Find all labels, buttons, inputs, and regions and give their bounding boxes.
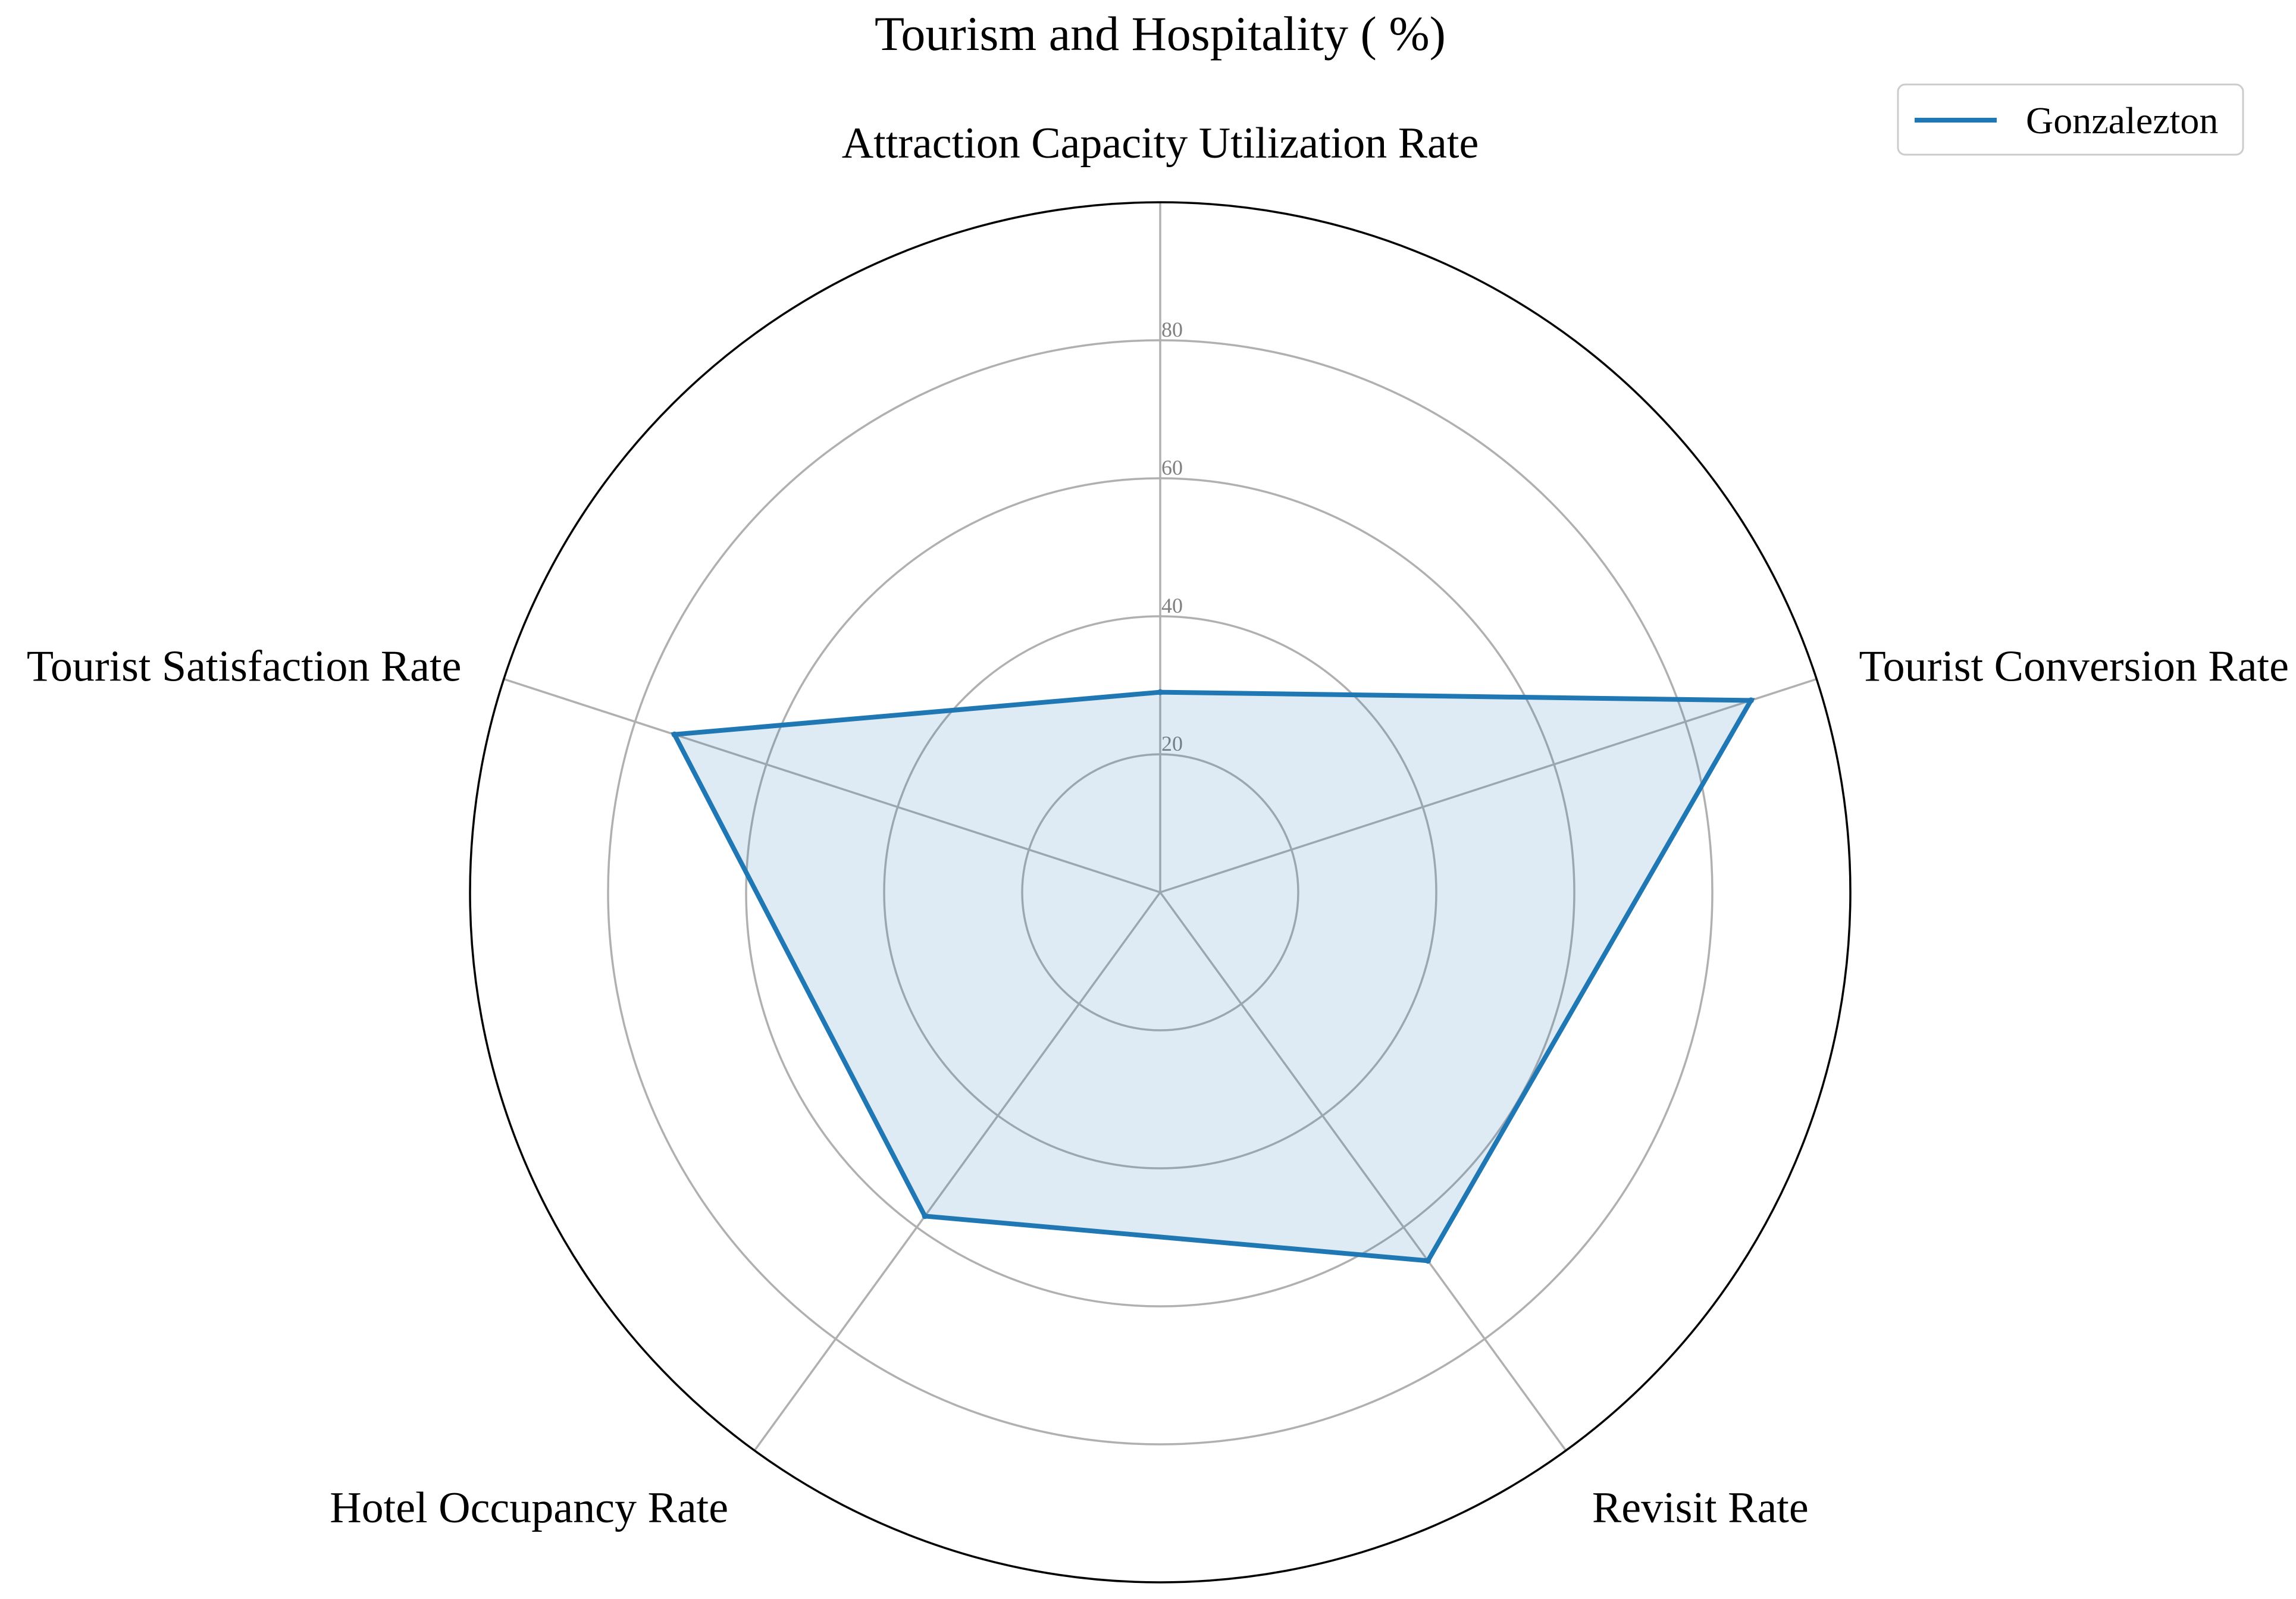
data-point-revisit-rate [1425, 1258, 1432, 1264]
spoke-tourist-satisfaction-rate [503, 678, 1161, 893]
radial-tick-label-40: 40 [1161, 594, 1183, 617]
series-fill-gonzalezton [674, 692, 1751, 1261]
axis-label-revisit-rate: Revisit Rate [1592, 1484, 1809, 1532]
axis-label-tourist-conversion-rate: Tourist Conversion Rate [1859, 642, 2289, 691]
chart-title: Tourism and Hospitality ( %) [875, 7, 1446, 61]
spoke-hotel-occupancy-rate [753, 891, 1161, 1451]
data-point-attraction-capacity-utilization-rate [1157, 689, 1163, 695]
axis-label-attraction-capacity-utilization-rate: Attraction Capacity Utilization Rate [842, 119, 1479, 168]
axis-label-hotel-occupancy-rate: Hotel Occupancy Rate [330, 1484, 728, 1532]
axis-label-tourist-satisfaction-rate: Tourist Satisfaction Rate [27, 642, 462, 691]
outer-frame [469, 201, 1852, 1584]
series-layer [671, 689, 1755, 1264]
data-point-hotel-occupancy-rate [922, 1213, 928, 1219]
grid-layer [469, 201, 1852, 1584]
axis-labels: Attraction Capacity Utilization Rate Tour… [27, 119, 2289, 1532]
legend-frame [1897, 83, 2244, 156]
spoke-revisit-rate [1159, 891, 1567, 1451]
data-point-tourist-conversion-rate [1747, 697, 1754, 704]
series-line-gonzalezton [671, 689, 1755, 1263]
radial-tick-label-80: 80 [1161, 318, 1183, 341]
radial-tick-label-20: 20 [1161, 732, 1183, 755]
legend: Gonzalezton [1897, 83, 2244, 156]
legend-label-gonzalezton: Gonzalezton [2026, 99, 2218, 142]
data-point-tourist-satisfaction-rate [671, 731, 678, 738]
radial-tick-label-60: 60 [1161, 456, 1183, 479]
radial-tick-labels: 20 40 60 80 [1161, 318, 1183, 755]
spoke-tourist-conversion-rate [1160, 678, 1817, 893]
